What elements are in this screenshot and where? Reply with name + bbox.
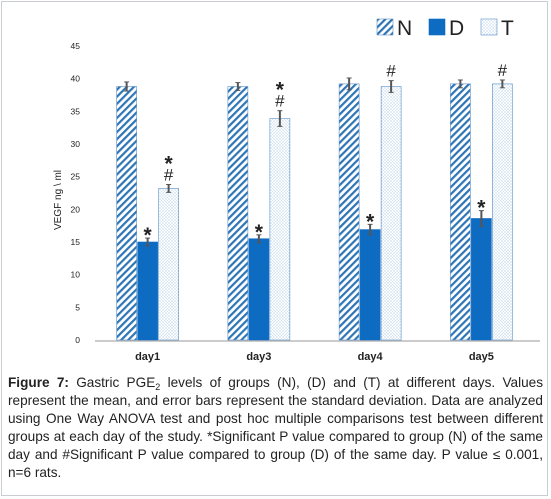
y-tick-label: 40 bbox=[71, 74, 81, 84]
bar-T-day4 bbox=[380, 86, 402, 341]
figure-caption: Figure 7: Gastric PGE2 levels of groups … bbox=[8, 374, 543, 482]
bar-T-day3 bbox=[269, 118, 291, 341]
legend-label-T: T bbox=[501, 17, 514, 40]
x-tick-label: day1 bbox=[135, 351, 160, 363]
bar-T-day5 bbox=[492, 83, 513, 341]
caption-text: levels of groups (N), (D) and (T) at dif… bbox=[8, 375, 544, 480]
legend-label-N: N bbox=[397, 17, 412, 40]
y-tick-label: 20 bbox=[71, 204, 81, 214]
caption-pre: Gastric PGE bbox=[68, 375, 156, 390]
y-axis-label: VEGF ng \ ml bbox=[53, 170, 64, 230]
bar-N-day3 bbox=[227, 86, 249, 341]
x-axis: day1 day3 day4 day5 bbox=[95, 340, 540, 363]
bar-N-day4 bbox=[338, 83, 360, 341]
x-tick-label: day3 bbox=[246, 351, 271, 363]
significance-vs-d: # bbox=[164, 166, 174, 185]
x-tick-label: day5 bbox=[469, 351, 494, 363]
bar-D-day5 bbox=[471, 218, 492, 341]
significance-vs-n: * bbox=[366, 210, 375, 233]
significance-vs-d: # bbox=[498, 61, 508, 80]
y-tick-label: 35 bbox=[71, 106, 81, 116]
bars: * * **#*#*# # bbox=[116, 61, 513, 341]
y-tick-label: 10 bbox=[71, 270, 81, 280]
y-tick-label: 25 bbox=[71, 172, 81, 182]
legend-swatch-T bbox=[480, 18, 498, 36]
significance-vs-n: * bbox=[144, 224, 153, 247]
y-tick-label: 5 bbox=[75, 302, 80, 312]
y-tick-label: 45 bbox=[71, 41, 81, 51]
significance-vs-n: * bbox=[477, 197, 486, 220]
significance-vs-n: * bbox=[255, 221, 264, 244]
significance-vs-d: # bbox=[386, 62, 396, 81]
significance-vs-n: * bbox=[165, 153, 174, 176]
bar-D-day4 bbox=[359, 229, 381, 341]
caption-subscript: 2 bbox=[155, 382, 161, 392]
x-tick-label: day4 bbox=[358, 351, 384, 363]
bar-chart: 0 5 10 15 20 25 30 35 40 45 day1 day3 day4 day5 * * * *… bbox=[53, 17, 540, 363]
bar-T-day1 bbox=[158, 188, 179, 341]
significance-vs-d: # bbox=[275, 92, 285, 111]
y-tick-label: 0 bbox=[75, 335, 80, 345]
bar-D-day1 bbox=[137, 241, 158, 341]
caption-label: Figure 7: bbox=[8, 375, 69, 390]
bar-N-day1 bbox=[116, 86, 137, 341]
y-axis: 0 5 10 15 20 25 30 35 40 45 bbox=[71, 41, 81, 345]
significance-vs-n: * bbox=[276, 79, 285, 102]
bar-D-day3 bbox=[248, 238, 270, 341]
legend-label-D: D bbox=[449, 17, 464, 40]
legend-swatch-D bbox=[428, 18, 446, 36]
y-tick-label: 30 bbox=[71, 139, 81, 149]
y-tick-label: 15 bbox=[71, 237, 81, 247]
bar-N-day5 bbox=[450, 83, 471, 341]
legend-swatch-N bbox=[376, 18, 394, 36]
